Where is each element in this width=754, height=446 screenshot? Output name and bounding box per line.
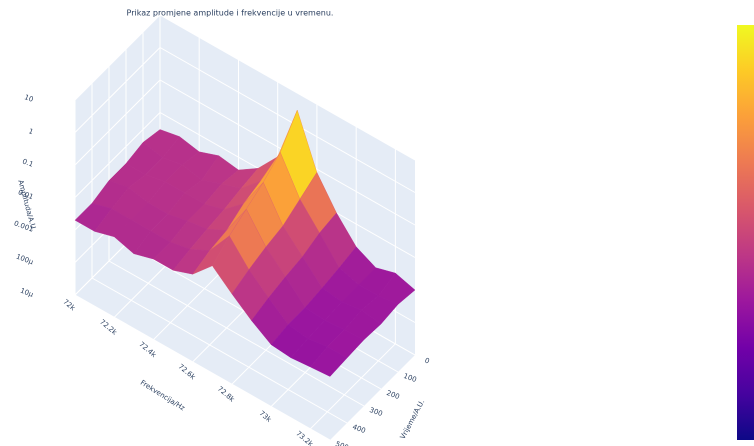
colorbar (737, 25, 754, 440)
y-tick-label: 500 (334, 440, 349, 446)
x-tick-label: 72.4k (137, 340, 158, 359)
x-tick-label: 73.2k (294, 429, 315, 446)
x-tick-label: 72.2k (98, 318, 119, 337)
z-tick-label: 1 (27, 127, 34, 136)
y-tick-label: 0 (424, 356, 431, 365)
y-axis-title: Vrijeme/A.U. (399, 398, 427, 440)
y-tick-label: 300 (368, 406, 383, 418)
y-tick-label: 200 (385, 389, 400, 401)
surface-cell (310, 346, 348, 377)
floor (75, 210, 415, 440)
x-tick-label: 72k (61, 298, 77, 313)
z-tick-label: 100µ (15, 253, 35, 267)
z-tick-label: 10µ (19, 287, 35, 299)
chart-title: Prikaz promjene amplitude i frekvencije … (127, 9, 334, 18)
z-tick-label: 10 (23, 93, 34, 104)
y-tick-label: 100 (402, 372, 417, 384)
z-tick-label: 0.1 (21, 157, 34, 168)
scene: 72k 72.2k 72.4k 72.6k 72.8k 73k 73.2k 0 10020030… (13, 14, 431, 446)
y-tick-label: 400 (351, 423, 366, 435)
x-tick-label: 72.8k (216, 385, 237, 404)
grid-line (74, 14, 416, 161)
grid-line (74, 46, 416, 193)
x-tick-label: 72.6k (177, 363, 198, 382)
grid-line (74, 79, 416, 226)
x-axis-title: Frekvencija/Hz (139, 379, 187, 413)
x-tick-label: 73k (258, 409, 274, 424)
